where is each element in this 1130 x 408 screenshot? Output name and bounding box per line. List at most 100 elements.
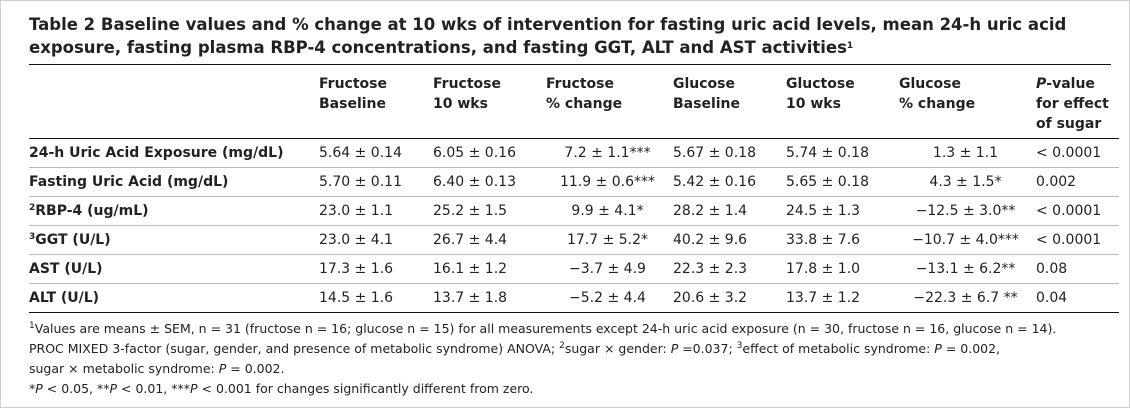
cell: 0.08 — [1036, 254, 1119, 284]
text: sugar × gender: — [564, 341, 671, 356]
header-line: P-value — [1036, 74, 1115, 94]
text: < 0.01, *** — [117, 381, 190, 396]
footnote: PROC MIXED 3-factor (sugar, gender, and … — [29, 339, 1111, 359]
text: Fructose — [546, 76, 614, 92]
header-cell: Fructose Baseline — [319, 65, 433, 139]
superscript: 2 — [29, 203, 36, 213]
header-line: Fructose — [319, 74, 429, 94]
footnote: *P < 0.05, **P < 0.01, ***P < 0.001 for … — [29, 379, 1111, 399]
header-cell: Fructose 10 wks — [433, 65, 546, 139]
header-line: for effect — [1036, 94, 1115, 114]
header-cell: Fructose % change — [546, 65, 673, 139]
cell: 23.0 ± 1.1 — [319, 196, 433, 226]
footnotes: 1Values are means ± SEM, n = 31 (fructos… — [29, 319, 1111, 399]
footnote: sugar × metabolic syndrome: P = 0.002. — [29, 359, 1111, 379]
row-label: Fasting Uric Acid (mg/dL) — [29, 167, 319, 197]
cell: 5.67 ± 0.18 — [673, 138, 786, 168]
cell: 40.2 ± 9.6 — [673, 225, 786, 255]
footnote: 1Values are means ± SEM, n = 31 (fructos… — [29, 319, 1111, 339]
superscript: 2 — [559, 341, 565, 351]
cell: 5.70 ± 0.11 — [319, 167, 433, 197]
cell: 5.42 ± 0.16 — [673, 167, 786, 197]
header-line: Glucose — [673, 74, 782, 94]
cell: 22.3 ± 2.3 — [673, 254, 786, 284]
text: GGT (U/L) — [35, 232, 111, 248]
table-row: 3GGT (U/L) 23.0 ± 4.1 26.7 ± 4.4 17.7 ± 5.2… — [29, 225, 1119, 255]
text: Gluctose — [786, 76, 855, 92]
italic-text: P — [218, 361, 227, 376]
cell: 0.002 — [1036, 167, 1119, 197]
header-cell: Gluctose 10 wks — [786, 65, 899, 139]
table-title: Table 2 Baseline values and % change at … — [29, 13, 1111, 65]
cell: 20.6 ± 3.2 — [673, 283, 786, 313]
cell: < 0.0001 — [1036, 138, 1119, 168]
table-row: ALT (U/L) 14.5 ± 1.6 13.7 ± 1.8 −5.2 ± 4.4 2… — [29, 283, 1119, 313]
cell: 1.3 ± 1.1 — [899, 138, 1036, 168]
header-line: % change — [899, 94, 1032, 114]
row-label: 24-h Uric Acid Exposure (mg/dL) — [29, 138, 319, 168]
row-label: 3GGT (U/L) — [29, 225, 319, 255]
cell: −5.2 ± 4.4 — [546, 283, 673, 313]
cell: 4.3 ± 1.5* — [899, 167, 1036, 197]
text: Fructose — [319, 76, 387, 92]
header-line: % change — [546, 94, 669, 114]
header-cell: Glucose Baseline — [673, 65, 786, 139]
cell: 6.05 ± 0.16 — [433, 138, 546, 168]
superscript: 3 — [29, 232, 36, 242]
cell: 25.2 ± 1.5 — [433, 196, 546, 226]
cell: 16.1 ± 1.2 — [433, 254, 546, 284]
text: for effect — [1036, 96, 1109, 112]
italic-text: P — [670, 341, 679, 356]
cell: −10.7 ± 4.0*** — [899, 225, 1036, 255]
cell: 26.7 ± 4.4 — [433, 225, 546, 255]
cell: 24.5 ± 1.3 — [786, 196, 899, 226]
superscript: 3 — [736, 341, 743, 351]
row-label: 2RBP-4 (ug/mL) — [29, 196, 319, 226]
cell: −3.7 ± 4.9 — [546, 254, 673, 284]
header-line: Glucose — [899, 74, 1032, 94]
table-row: 24-h Uric Acid Exposure (mg/dL) 5.64 ± 0.… — [29, 138, 1119, 168]
cell: 17.8 ± 1.0 — [786, 254, 899, 284]
text: % change — [899, 96, 976, 112]
data-table: Fructose Baseline Fructose 10 wks Fructose % … — [29, 65, 1119, 313]
table-row: AST (U/L) 17.3 ± 1.6 16.1 ± 1.2 −3.7 ± 4.9 2… — [29, 254, 1119, 284]
text: RBP-4 (ug/mL) — [35, 203, 149, 219]
header-cell: Glucose % change — [899, 65, 1036, 139]
text: PROC MIXED 3-factor (sugar, gender, and … — [29, 341, 560, 356]
text: AST (U/L) — [29, 261, 103, 277]
text: ALT (U/L) — [29, 290, 100, 306]
row-label: ALT (U/L) — [29, 283, 319, 313]
text: = 0.002, — [941, 341, 1001, 356]
cell: 5.64 ± 0.14 — [319, 138, 433, 168]
header-cell — [29, 65, 319, 139]
text: < 0.001 for changes significantly differ… — [197, 381, 534, 396]
italic-text: P — [109, 381, 118, 396]
italic-text: P — [190, 381, 198, 396]
cell: 9.9 ± 4.1* — [546, 196, 673, 226]
cell: 17.3 ± 1.6 — [319, 254, 433, 284]
text: = 0.002. — [226, 361, 285, 376]
cell: 23.0 ± 4.1 — [319, 225, 433, 255]
table-row: 2RBP-4 (ug/mL) 23.0 ± 1.1 25.2 ± 1.5 9.9 ± … — [29, 196, 1119, 226]
cell: 13.7 ± 1.8 — [433, 283, 546, 313]
row-label: AST (U/L) — [29, 254, 319, 284]
text: Glucose — [899, 76, 962, 92]
text: Values are means ± SEM, n = 31 (fructose… — [34, 321, 1057, 336]
cell: 6.40 ± 0.13 — [433, 167, 546, 197]
header-line: Gluctose — [786, 74, 895, 94]
text: =0.037; — [678, 341, 737, 356]
table-body: 24-h Uric Acid Exposure (mg/dL) 5.64 ± 0.… — [29, 138, 1119, 313]
superscript: 1 — [846, 41, 854, 51]
header-line: Fructose — [433, 74, 542, 94]
text: % change — [546, 96, 623, 112]
header-row: Fructose Baseline Fructose 10 wks Fructose % … — [29, 65, 1119, 139]
cell: 11.9 ± 0.6*** — [546, 167, 673, 197]
text: Fructose — [433, 76, 501, 92]
text: Baseline — [673, 96, 741, 112]
table-row: Fasting Uric Acid (mg/dL) 5.70 ± 0.11 6.40… — [29, 167, 1119, 197]
text: 10 wks — [786, 96, 841, 112]
cell: 17.7 ± 5.2* — [546, 225, 673, 255]
text: of sugar — [1036, 116, 1102, 132]
header-line: Baseline — [673, 94, 782, 114]
italic-text: P — [35, 381, 43, 396]
